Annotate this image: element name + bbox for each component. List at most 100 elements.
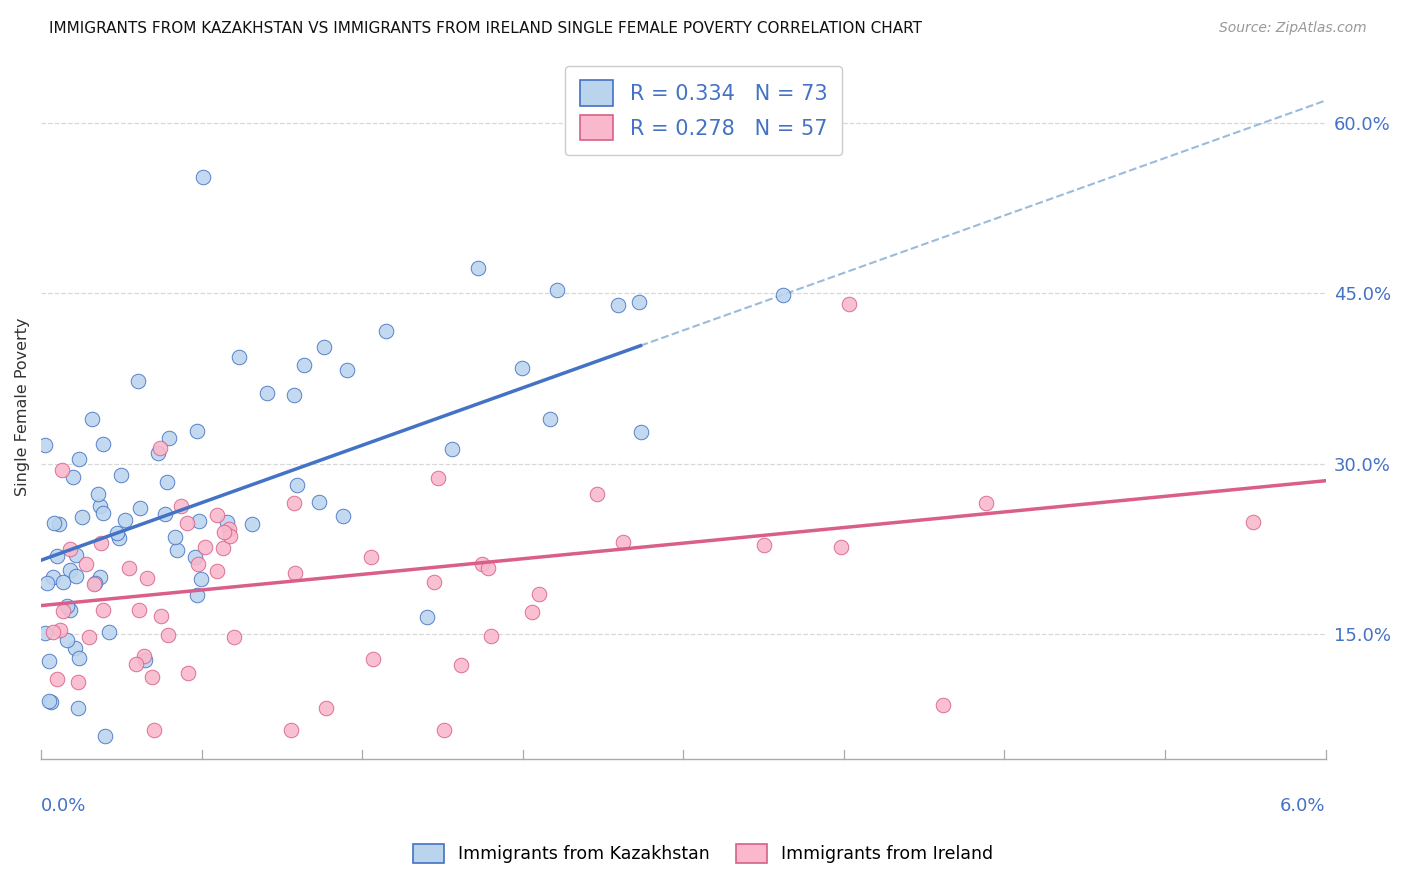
Point (520, 605, 543, 619)
Point (441, 442, 464, 456)
Point (284, 566, 307, 580)
Point (62, 470, 84, 484)
Point (156, 628, 179, 642)
Point (184, 549, 207, 564)
Point (471, 557, 494, 571)
Point (156, 475, 179, 489)
Point (586, 486, 609, 500)
Point (187, 514, 209, 528)
Point (190, 572, 212, 586)
Point (67, 452, 90, 467)
Point (91, 506, 114, 520)
Point (94, 729, 117, 743)
Point (129, 500, 152, 515)
Y-axis label: Single Female Poverty: Single Female Poverty (15, 318, 30, 496)
Point (214, 524, 236, 539)
Point (38, 654, 60, 668)
Text: IMMIGRANTS FROM KAZAKHSTAN VS IMMIGRANTS FROM IRELAND SINGLE FEMALE POVERTY CORR: IMMIGRANTS FROM KAZAKHSTAN VS IMMIGRANTS… (49, 21, 922, 37)
Text: Source: ZipAtlas.com: Source: ZipAtlas.com (1219, 21, 1367, 36)
Legend: R = 0.334   N = 73, R = 0.278   N = 57: R = 0.334 N = 73, R = 0.278 N = 57 (565, 65, 842, 155)
Point (772, 288, 794, 302)
Point (416, 610, 439, 624)
Point (510, 360, 533, 375)
Point (932, 698, 955, 713)
Point (48, 516, 70, 531)
Point (830, 540, 852, 554)
Point (283, 388, 305, 402)
Point (89, 500, 111, 514)
Point (110, 468, 132, 483)
Point (59, 603, 82, 617)
Point (67, 701, 90, 715)
Legend: Immigrants from Kazakhstan, Immigrants from Ireland: Immigrants from Kazakhstan, Immigrants f… (406, 837, 1000, 870)
Point (374, 324, 396, 338)
Point (479, 629, 502, 643)
Point (218, 522, 240, 536)
Text: 6.0%: 6.0% (1279, 797, 1326, 815)
Point (124, 657, 146, 671)
Point (52, 575, 75, 590)
Point (838, 297, 860, 311)
Point (51, 463, 73, 477)
Point (427, 471, 450, 485)
Point (240, 517, 263, 532)
Point (529, 587, 551, 601)
Point (280, 723, 302, 738)
Point (65, 640, 87, 655)
Point (118, 560, 141, 574)
Point (134, 653, 156, 667)
Point (194, 540, 217, 554)
Point (91, 603, 114, 617)
Point (105, 525, 128, 540)
Point (79, 630, 101, 644)
Point (974, 496, 997, 510)
Point (294, 359, 316, 373)
Point (166, 542, 188, 557)
Point (332, 508, 354, 523)
Point (91, 437, 114, 451)
Point (450, 658, 472, 673)
Point (56, 599, 79, 614)
Point (628, 295, 651, 310)
Point (150, 608, 173, 623)
Point (361, 652, 384, 666)
Point (170, 499, 193, 513)
Point (224, 630, 246, 644)
Point (612, 535, 634, 549)
Point (37, 575, 59, 590)
Point (217, 515, 239, 529)
Point (283, 496, 305, 510)
Point (89, 570, 111, 584)
Point (607, 298, 630, 312)
Point (65, 568, 87, 582)
Text: 0.0%: 0.0% (41, 797, 87, 815)
Point (34, 438, 56, 452)
Point (82, 412, 104, 426)
Point (146, 446, 169, 460)
Point (186, 425, 208, 439)
Point (42, 625, 65, 640)
Point (127, 374, 149, 388)
Point (176, 516, 198, 530)
Point (256, 386, 278, 401)
Point (207, 508, 229, 522)
Point (114, 513, 136, 527)
Point (433, 723, 456, 738)
Point (46, 549, 69, 564)
Point (141, 670, 163, 684)
Point (70, 510, 93, 524)
Point (228, 350, 250, 364)
Point (34, 626, 56, 640)
Point (65, 548, 87, 562)
Point (423, 574, 446, 589)
Point (86, 487, 108, 501)
Point (336, 363, 359, 377)
Point (314, 340, 336, 354)
Point (752, 538, 775, 552)
Point (142, 723, 165, 738)
Point (538, 412, 561, 426)
Point (59, 541, 82, 556)
Point (157, 431, 180, 445)
Point (211, 541, 233, 556)
Point (56, 632, 79, 647)
